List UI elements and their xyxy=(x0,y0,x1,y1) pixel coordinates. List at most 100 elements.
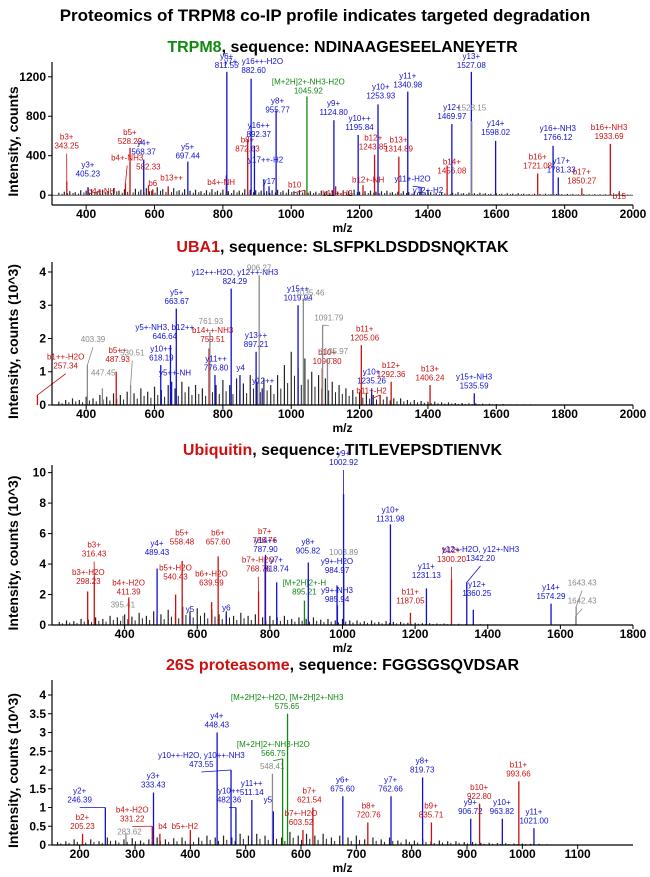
peak-label: 603.52 xyxy=(289,818,314,827)
peak-label: 1360.25 xyxy=(462,589,491,598)
protein-name: UBA1 xyxy=(176,239,220,256)
peak-label: 985.94 xyxy=(325,595,350,604)
peak-label: 482.36 xyxy=(217,796,242,805)
peak-label: 489.43 xyxy=(145,548,170,557)
peak-label: b7+-H2O xyxy=(242,556,275,565)
x-tick-label: 200 xyxy=(70,847,90,861)
x-tick-label: 700 xyxy=(346,847,366,861)
y-tick-label: 3 xyxy=(39,726,46,740)
peak-label: 675.60 xyxy=(330,784,355,793)
peak-label: b7+ xyxy=(258,527,272,536)
peak-leader xyxy=(201,769,232,773)
peak-label: b13+ xyxy=(421,364,439,373)
x-tick-label: 400 xyxy=(180,847,200,861)
peak-label: b12+-NH xyxy=(352,175,384,184)
peak-leader xyxy=(86,347,94,366)
peak-label: y14+ xyxy=(487,119,505,128)
peak-label: y11++ xyxy=(241,779,263,788)
peak-label: b10+ xyxy=(318,348,336,357)
x-tick-label: 1800 xyxy=(551,407,578,421)
peak-label: 1131.98 xyxy=(376,514,405,523)
peak-label: b4+-NH3 xyxy=(111,154,144,163)
peak-label: y14+ xyxy=(542,583,560,592)
peak-label: 811.55 xyxy=(215,61,239,70)
peak-label: y5 xyxy=(264,796,273,805)
peak-label: y7+ xyxy=(384,775,397,784)
peak-label: 1850.27 xyxy=(567,176,596,185)
peak-label: 316.43 xyxy=(82,549,107,558)
y-tick-label: 800 xyxy=(26,109,46,123)
peak-label: 411.39 xyxy=(117,588,141,597)
peak-label: 819.73 xyxy=(410,766,435,775)
peak-label: y10+ xyxy=(493,798,511,807)
peak-leader xyxy=(466,565,481,583)
peak-label: b1++-H2O xyxy=(47,353,84,362)
peak-label: y11+-H2O xyxy=(395,174,431,183)
peak-label: 663.67 xyxy=(165,297,190,306)
peak-label: y17 xyxy=(263,177,276,186)
peak-label: 1643.43 xyxy=(568,578,597,587)
peak-label: [M+2H]2+-H2O, [M+2H]2+-NH3 xyxy=(231,693,344,702)
y-tick-label: 0 xyxy=(39,838,46,852)
peak-label: 892.37 xyxy=(247,130,272,139)
peak-label: y16+-NH3 xyxy=(540,124,577,133)
peak-label: 246.39 xyxy=(67,796,92,805)
peak-label: 1105.97 xyxy=(320,347,349,356)
peak-label: 955.77 xyxy=(265,105,290,114)
peak-label: y4+ xyxy=(137,139,150,148)
protein-name: 26S proteasome xyxy=(166,657,290,674)
peak-label: y9+ xyxy=(464,798,477,807)
peak-label: y10+ xyxy=(372,82,390,91)
peak-label: 582.33 xyxy=(136,162,161,171)
y-tick-label: 0 xyxy=(39,188,46,202)
peak-label: b11+-H2 xyxy=(356,387,387,396)
x-tick-label: 1600 xyxy=(483,207,510,221)
peak-label: 993.66 xyxy=(506,769,531,778)
x-tick-label: 1600 xyxy=(547,627,574,641)
peak-label: 1300.20 xyxy=(437,555,466,564)
peak-label: 1187.05 xyxy=(396,597,425,606)
peak-label: y4+ xyxy=(210,712,223,721)
peak-label: 882.60 xyxy=(241,66,266,75)
peak-leader xyxy=(371,394,381,400)
peak-label: 333.43 xyxy=(141,781,166,790)
peak-label: 639.59 xyxy=(199,578,224,587)
peak-label: y10++ xyxy=(150,344,173,353)
y-axis-label: Intensity, counts xyxy=(5,86,21,196)
peak-label: y10++ xyxy=(218,787,241,796)
peak-label: y6+ xyxy=(336,775,349,784)
peak-label: b5++ xyxy=(108,346,127,355)
peak-label: y8+ xyxy=(271,96,284,105)
spectrum-panel-1: UBA1, sequence: SLSFPKLDSDDSNQKTAK Intens… xyxy=(5,239,647,435)
peak-label: b4+-NH xyxy=(207,178,235,187)
peak-label: 1124.80 xyxy=(319,108,348,117)
y-tick-label: 1 xyxy=(39,365,46,379)
y-tick-label: 3.5 xyxy=(29,707,46,721)
y-tick-label: 0 xyxy=(39,618,46,632)
y-tick-label: 2 xyxy=(39,331,46,345)
x-tick-label: 1000 xyxy=(278,207,305,221)
peak-label: b3+-H2O xyxy=(72,568,105,577)
peak-label: 257.34 xyxy=(53,362,78,371)
peak-label: y10+ xyxy=(382,505,400,514)
peak-label: b11+ xyxy=(402,588,420,597)
x-tick-label: 400 xyxy=(76,407,96,421)
peak-label: y5+ xyxy=(170,288,183,297)
peak-label: y6+ xyxy=(220,52,233,61)
peak-label: 906.72 xyxy=(458,807,483,816)
peak-label: y12+-H2O, y12+-NH3 xyxy=(442,545,520,554)
panel-title: 26S proteasome, sequence: FGGSGSQVDSAR xyxy=(166,657,519,674)
y-tick-label: 0.5 xyxy=(29,819,46,833)
peak-label: 1340.98 xyxy=(393,81,422,90)
panel-title: UBA1, sequence: SLSFPKLDSDDSNQKTAK xyxy=(176,239,509,256)
peak-label: [M+2H]2+-NH3-H2O xyxy=(272,78,345,87)
peak-label: y9+-NH3 xyxy=(321,586,353,595)
peak-label: b3+ xyxy=(87,540,101,549)
peak-label: 540.43 xyxy=(163,572,188,581)
peak-label: 787.90 xyxy=(253,545,278,554)
protein-name: TRPM8 xyxy=(167,39,221,56)
peak-label: y12++-H2O, y12++-NH3 xyxy=(191,268,278,277)
peak-label: y11+ xyxy=(399,72,416,81)
peak-label: 1598.02 xyxy=(481,128,510,137)
peak-label: 1933.69 xyxy=(595,132,624,141)
